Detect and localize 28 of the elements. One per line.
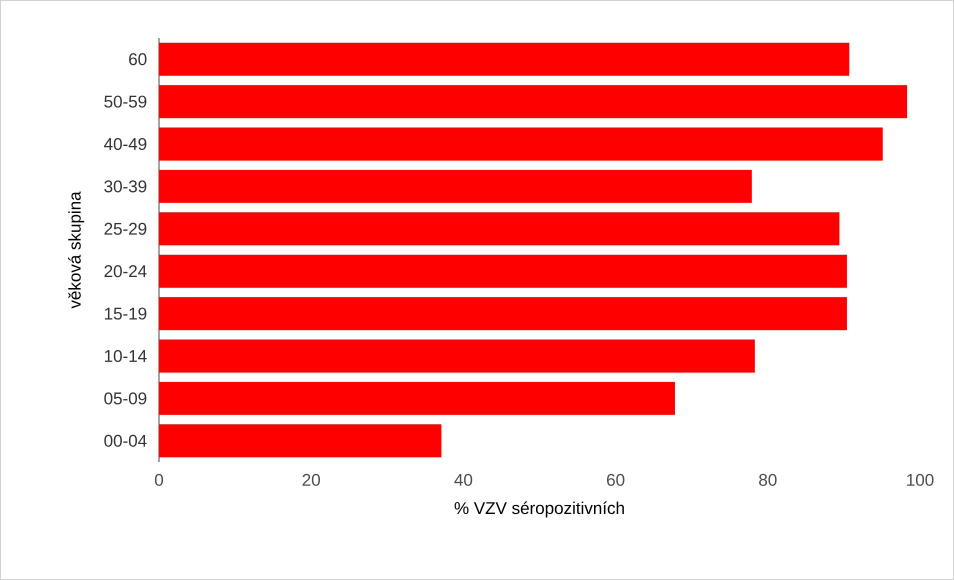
x-tick-label: 0 [154,474,164,486]
bar [159,382,675,415]
y-tick-label: 30-39 [104,180,146,192]
y-tick-label: 15-19 [104,308,146,320]
bar [159,128,883,161]
x-tick-label: 40 [454,474,472,486]
bar [159,42,850,76]
bar [159,254,847,288]
x-tick-label: 60 [607,474,624,486]
y-tick-label: 20-24 [104,265,147,278]
y-tick-label: 25-29 [104,222,146,235]
bar [159,212,840,246]
x-tick-label: 100 [907,474,934,486]
y-tick-label: 50-59 [104,96,146,108]
bar [159,340,755,372]
x-tick-label: 20 [302,474,320,486]
y-tick-label: 00-04 [104,434,147,447]
y-tick-label: 10-14 [104,350,147,362]
y-tick-label: 40-49 [104,138,146,150]
bar [159,424,442,458]
bar [159,85,908,118]
bar [159,297,847,330]
bar [159,170,752,203]
x-axis-title: % VZV séropozitivních [454,501,624,518]
y-tick-label: 60 [129,53,146,66]
y-axis-title: věková skupina [68,191,84,309]
x-tick-label: 80 [759,474,777,486]
y-tick-label: 05-09 [104,392,146,404]
